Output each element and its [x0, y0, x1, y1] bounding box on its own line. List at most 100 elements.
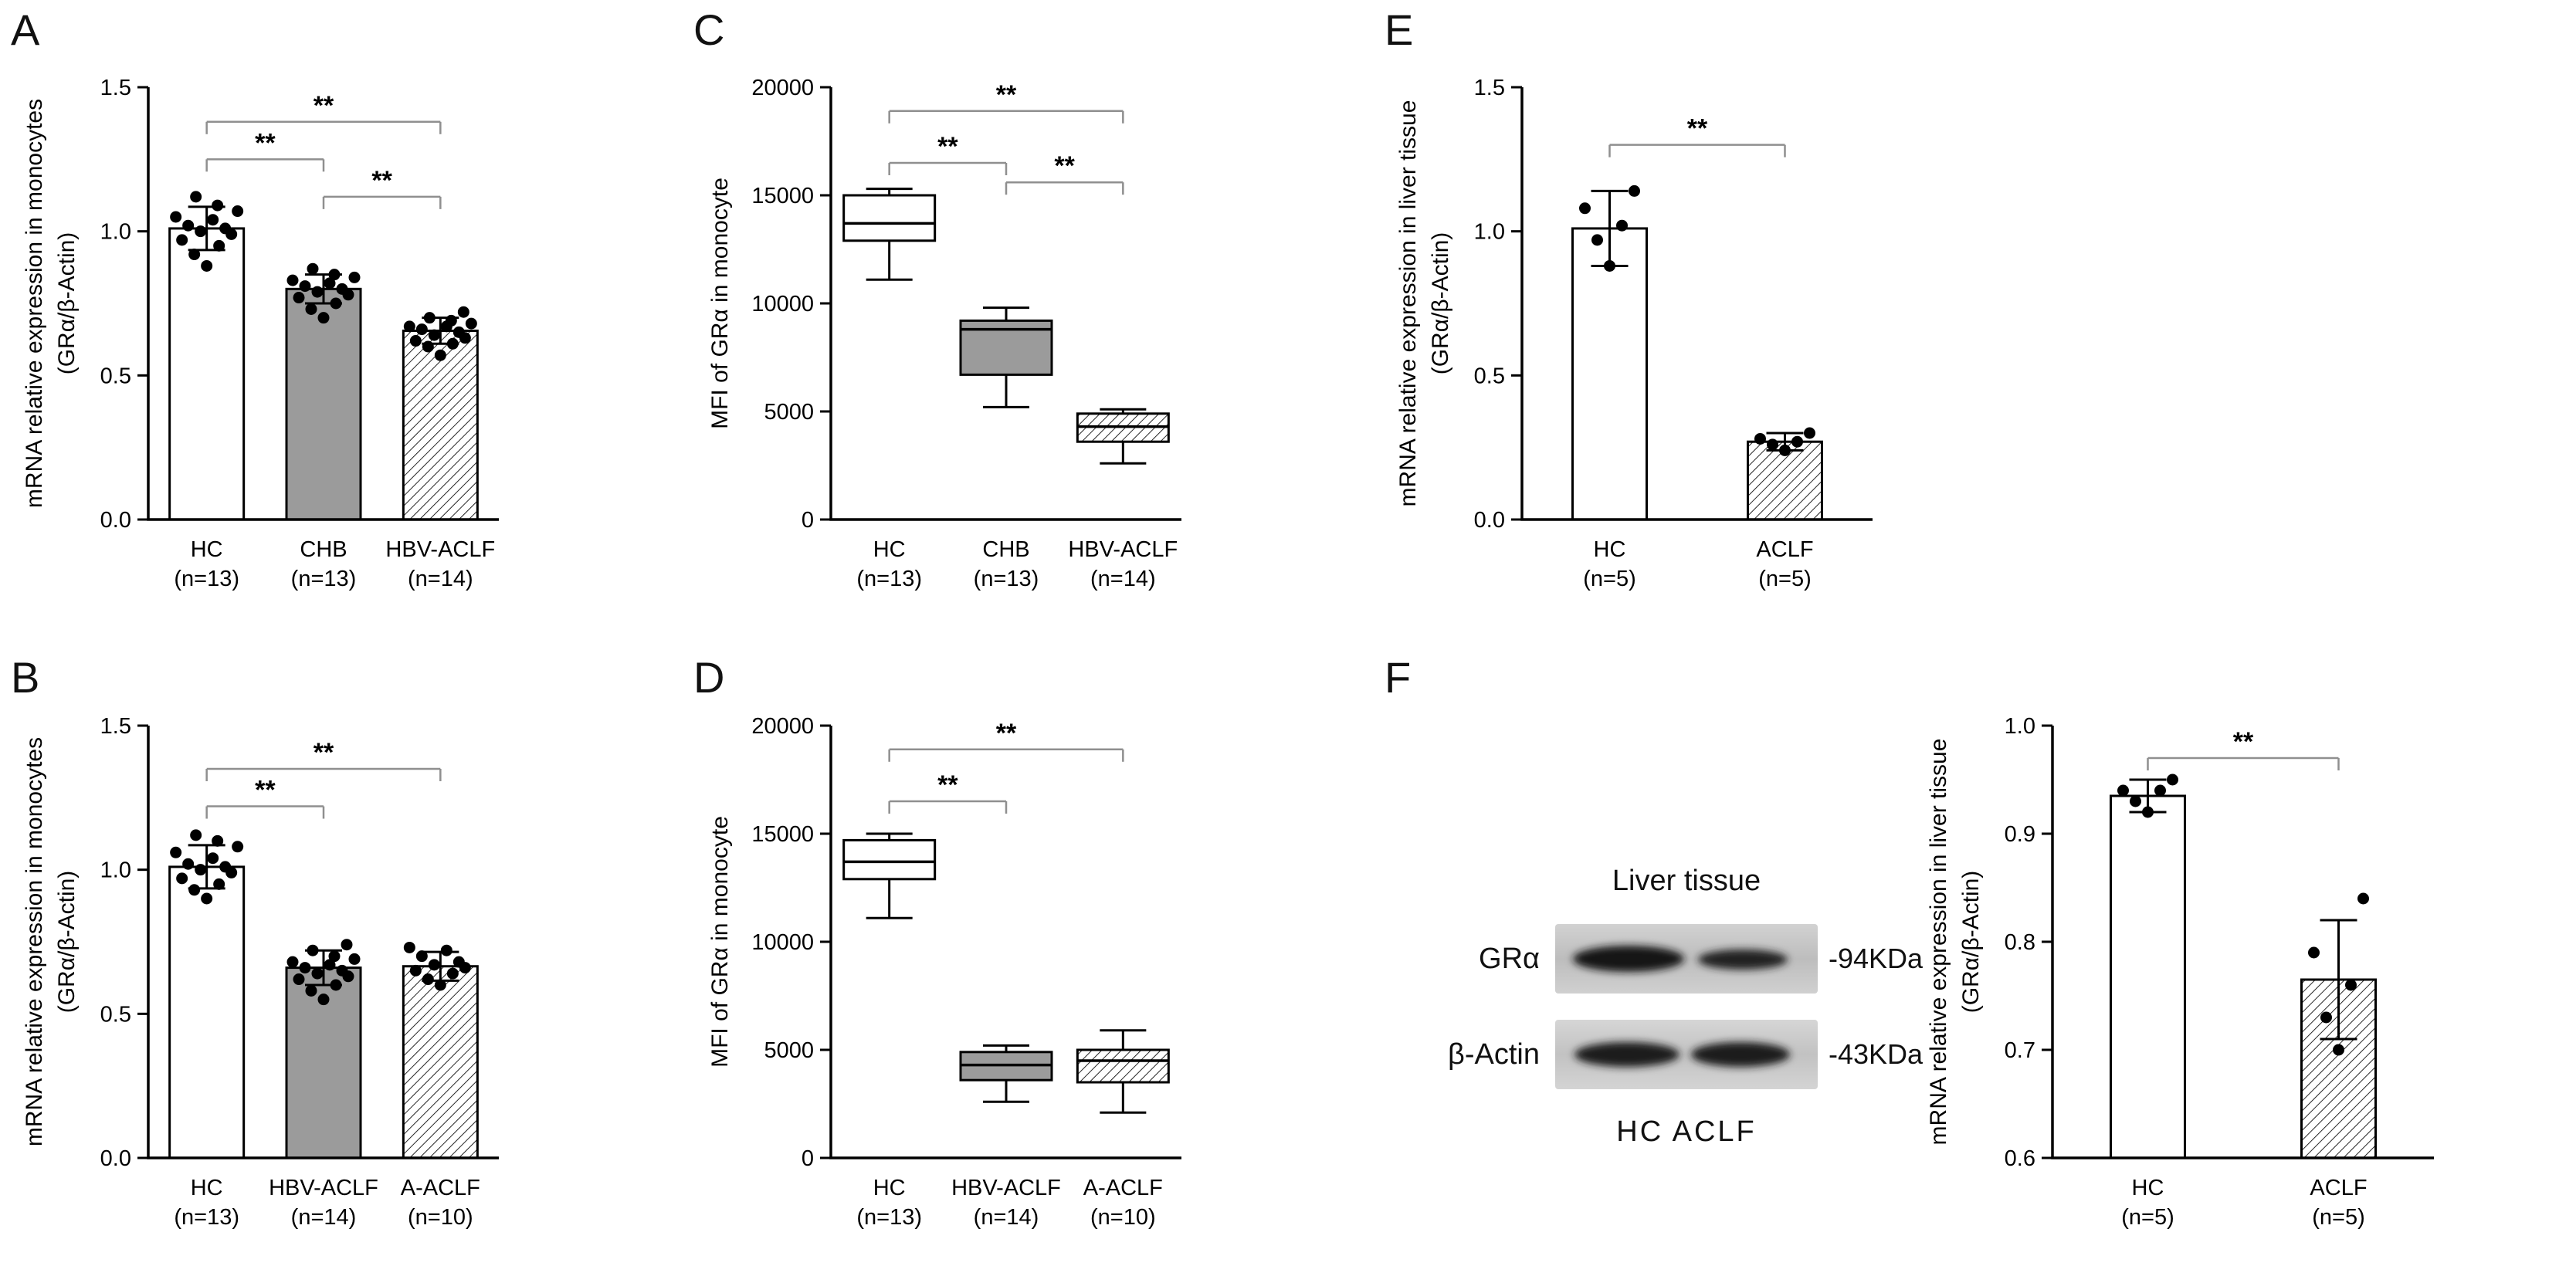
data-dot: [201, 259, 213, 272]
svg-text:0.5: 0.5: [100, 364, 131, 388]
svg-text:**: **: [1054, 151, 1075, 181]
data-dot: [311, 967, 324, 980]
svg-text:1.5: 1.5: [100, 76, 131, 100]
sig-bracket: **: [1005, 151, 1124, 195]
data-dot: [213, 878, 225, 890]
data-dot: [190, 829, 202, 841]
data-dot: [293, 973, 305, 986]
data-dot: [2117, 784, 2129, 797]
svg-text:(n=13): (n=13): [974, 567, 1039, 591]
blot-lane-labels: HC ACLF: [1616, 1115, 1757, 1148]
data-dot: [446, 967, 459, 980]
data-dot: [307, 262, 319, 275]
svg-text:CHB: CHB: [300, 537, 347, 562]
svg-text:(n=13): (n=13): [856, 567, 922, 591]
svg-text:(n=5): (n=5): [2121, 1205, 2174, 1230]
data-dot: [465, 317, 477, 330]
chart-svg-B: HC (n=13) HBV-ACLF (n=14) A-ACLF (n=10) 0.0 0.5…: [22, 714, 499, 1230]
data-dot: [348, 271, 361, 283]
sig-bracket: **: [888, 770, 1008, 814]
data-dot: [176, 234, 188, 246]
sig-bracket: **: [205, 128, 325, 172]
chart-svg-D: HC (n=13) HBV-ACLF (n=14) A-ACLF (n=10) 0 5000 1…: [707, 714, 1181, 1230]
bar-rect-CHB: [285, 287, 362, 521]
data-dot: [434, 979, 446, 991]
bar-HC: [1571, 184, 1648, 521]
data-dot: [1604, 259, 1615, 272]
data-dot: [1791, 435, 1803, 448]
data-dot: [324, 277, 336, 289]
data-dot: [328, 269, 341, 281]
data-dot: [452, 956, 465, 968]
svg-text:1.0: 1.0: [100, 858, 131, 883]
chart-svg-E: HC (n=5) ACLF (n=5) 0.0 0.5 1.0 1.5 ** mRNA relat…: [1395, 76, 1873, 591]
bar-rect-HC: [168, 227, 246, 521]
blot-size-bactin: -43KDa: [1829, 1038, 1924, 1070]
bactin-blot-image: [1555, 1020, 1818, 1089]
svg-text:5000: 5000: [764, 1038, 814, 1063]
blot-size-gra: -94KDa: [1829, 943, 1924, 974]
bar-CHB: [285, 262, 362, 521]
svg-text:(n=10): (n=10): [408, 1205, 473, 1230]
data-dot: [2357, 892, 2369, 905]
box-CHB: [959, 306, 1053, 408]
svg-text:**: **: [314, 738, 334, 767]
svg-text:15000: 15000: [751, 822, 814, 847]
data-dot: [422, 973, 434, 986]
box-rect-A-ACLF: [1076, 1048, 1170, 1084]
data-dot: [212, 199, 224, 212]
bar-rect-HC: [168, 865, 246, 1159]
box-HBV-ACLF: [1076, 408, 1170, 465]
blot-protein-label-gra: GRα: [1479, 942, 1540, 975]
svg-text:(n=13): (n=13): [856, 1205, 922, 1230]
svg-text:HBV-ACLF: HBV-ACLF: [385, 537, 495, 562]
data-dot: [2333, 1044, 2344, 1056]
data-dot: [457, 306, 469, 318]
data-dot: [307, 944, 319, 956]
svg-text:(GRα/β-Actin): (GRα/β-Actin): [1958, 871, 1984, 1014]
data-dot: [2308, 946, 2320, 959]
data-dot: [1779, 444, 1791, 456]
svg-text:A-ACLF: A-ACLF: [401, 1176, 480, 1200]
data-dot: [176, 872, 188, 885]
svg-text:HC: HC: [191, 537, 223, 562]
panel-f-chart: HC (n=5) ACLF (n=5) 0.6 0.7 0.8 0.9 1.0 ** mRNA re…: [1915, 652, 2456, 1266]
box-A-ACLF: [1076, 1029, 1170, 1114]
data-dot: [341, 939, 353, 951]
data-dot: [293, 292, 305, 304]
data-dot: [207, 852, 219, 865]
svg-text:0.0: 0.0: [100, 508, 131, 533]
svg-text:10000: 10000: [751, 292, 814, 316]
sig-bracket: **: [205, 738, 442, 781]
svg-text:1.5: 1.5: [1474, 76, 1505, 100]
data-dot: [311, 286, 324, 298]
svg-text:20000: 20000: [751, 76, 814, 100]
bar-ACLF: [2300, 892, 2377, 1159]
svg-text:1.5: 1.5: [100, 714, 131, 739]
data-dot: [2142, 806, 2154, 818]
svg-text:HC: HC: [873, 1176, 906, 1200]
svg-text:**: **: [255, 128, 276, 157]
data-dot: [446, 337, 459, 350]
svg-text:1.0: 1.0: [1474, 220, 1505, 245]
data-dot: [336, 964, 348, 977]
sig-bracket: **: [2147, 727, 2340, 770]
bar-A-ACLF: [402, 941, 479, 1159]
data-dot: [1579, 202, 1591, 215]
data-dot: [207, 214, 219, 226]
data-dot: [336, 283, 348, 295]
data-dot: [403, 941, 415, 953]
data-dot: [452, 326, 465, 338]
bar-rect-HC: [1571, 227, 1648, 521]
data-dot: [1629, 184, 1640, 197]
data-dot: [188, 249, 201, 261]
data-dot: [232, 205, 244, 218]
svg-text:(GRα/β-Actin): (GRα/β-Actin): [1428, 232, 1453, 375]
data-dot: [440, 944, 452, 956]
sig-bracket: **: [888, 132, 1008, 175]
bar-HBV-ACLF: [285, 939, 362, 1159]
data-dot: [434, 349, 446, 361]
bar-HBV-ACLF: [402, 306, 479, 521]
bar-ACLF: [1747, 427, 1823, 521]
